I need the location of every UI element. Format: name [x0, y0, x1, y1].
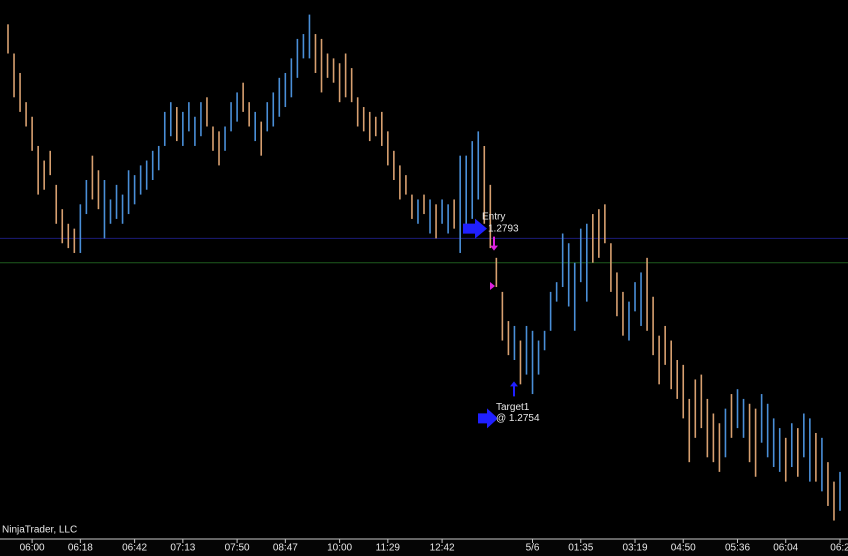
x-tick-label: 06:2: [830, 543, 848, 554]
x-tick-label: 03:19: [622, 543, 647, 554]
x-tick-label: 10:00: [327, 543, 352, 554]
x-tick-label: 11:29: [376, 543, 401, 554]
copyright: NinjaTrader, LLC: [2, 525, 77, 536]
x-tick-label: 06:04: [773, 543, 798, 554]
entry-arrow: [463, 218, 487, 239]
entry-label: Entry: [482, 211, 505, 222]
x-tick-label: 07:50: [225, 543, 250, 554]
x-tick-label: 12:42: [430, 543, 455, 554]
entry-exec-arrow: [490, 236, 498, 251]
target-label: Target1: [496, 402, 530, 413]
x-tick-label: 06:18: [68, 543, 93, 554]
x-tick-label: 05:36: [725, 543, 750, 554]
stop-marker: [490, 282, 495, 290]
x-tick-label: 06:00: [20, 543, 45, 554]
x-tick-label: 07:13: [170, 543, 195, 554]
x-axis-band: [0, 539, 848, 556]
entry-price: 1.2793: [488, 223, 519, 234]
target-exec-arrow: [510, 381, 518, 397]
target-price: @ 1.2754: [496, 413, 540, 424]
x-tick-label: 06:42: [122, 543, 147, 554]
x-tick-label: 08:47: [273, 543, 298, 554]
target-arrow: [478, 408, 498, 429]
x-tick-label: 5/6: [526, 543, 540, 554]
x-tick-label: 01:35: [568, 543, 593, 554]
x-tick-label: 04:50: [671, 543, 696, 554]
